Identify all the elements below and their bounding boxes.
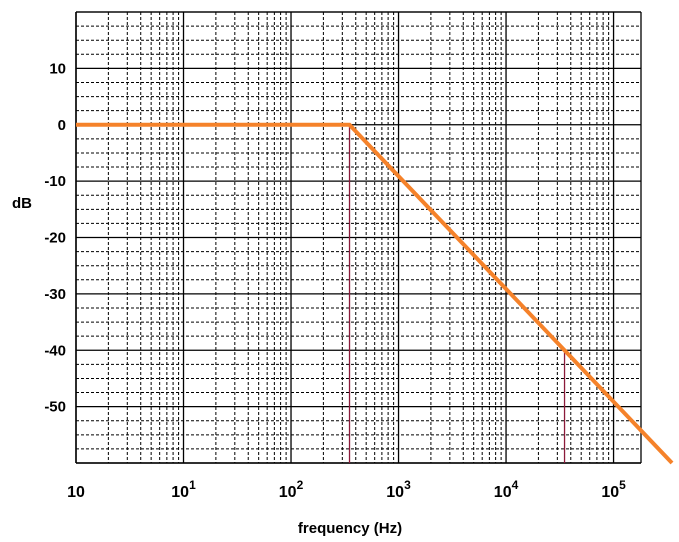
series	[76, 122, 674, 465]
x-tick-label: 101	[171, 478, 196, 501]
y-tick-label: -30	[44, 286, 66, 303]
y-tick-label: 10	[49, 60, 66, 77]
y-tick-label: 0	[58, 117, 66, 134]
y-tick-label: -20	[44, 230, 66, 247]
y-tick-label: -10	[44, 173, 66, 190]
x-tick-label: 102	[279, 478, 304, 501]
y-tick-labels: 10 0 -10 -20 -30 -40 -50	[44, 60, 66, 415]
y-axis-label: dB	[12, 195, 32, 212]
x-tick-label: 104	[494, 478, 519, 501]
x-tick-label: 103	[386, 478, 411, 501]
grid	[75, 11, 642, 464]
x-axis-label: frequency (Hz)	[298, 520, 402, 537]
y-tick-label: -50	[44, 399, 66, 416]
x-tick-label: 10	[67, 484, 85, 501]
marker-lines	[348, 124, 566, 463]
x-tick-label: 105	[601, 478, 626, 501]
y-tick-label: -40	[44, 342, 66, 359]
x-tick-labels: 10 101 102 103 104 105	[67, 478, 626, 501]
series-line	[76, 122, 674, 465]
